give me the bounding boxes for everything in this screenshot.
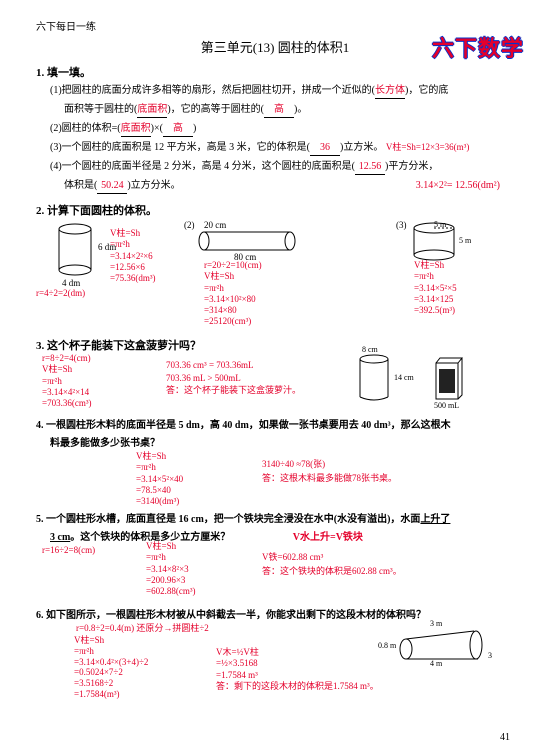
lbl2: (2) [184, 220, 195, 232]
ans2-1a: r=4÷2=2(dm) [36, 288, 85, 300]
q1-4: (4)一个圆柱的底面半径是 2 分米，高是 4 分米，这个圆柱的底面积是(12.… [36, 159, 514, 175]
title: 第三单元(13) 圆柱的体积1 [201, 40, 349, 55]
wood-r2: 3 [488, 651, 492, 661]
ans4b: 3140÷40 ≈78(张)答：这根木料最多能做78张书桌。 [262, 457, 397, 486]
section-4-heading2: 料最多能做多少张书桌？ [36, 436, 514, 451]
q1-1b: 面积等于圆柱的(底面积)，它的高等于圆柱的(高)。 [36, 102, 514, 118]
diagram-cyl2 [196, 230, 296, 252]
ans3a: r=8÷2=4(cm)V柱=Sh=πr²h=3.14×4²×14=703.36(… [42, 353, 92, 409]
ans6-r: r=0.8÷2=0.4(m) 还原分→拼圆柱÷2 [76, 623, 209, 635]
q1-1: (1)把圆柱的底面分成许多相等的扇形，然后把圆柱切开，拼成一个近似的(长方体)，… [36, 83, 514, 99]
ans5b: V铁=602.88 cm³答：这个铁块的体积是602.88 cm³。 [262, 551, 402, 578]
cyl3-a: 5 m [434, 220, 446, 230]
section-4-heading: 4. 一根圆柱形木料的底面半径是 5 dm，高 40 dm，如果做一张书桌要用去… [36, 418, 514, 433]
ans5a: V柱=Sh=πr²h=3.14×8²×3=200.96×3=602.88(cm³… [146, 541, 196, 597]
section-2-heading: 2. 计算下面圆柱的体积。 [36, 202, 514, 218]
ans3b: 703.36 cm³ = 703.36mL703.36 mL > 500mL答：… [166, 359, 301, 397]
ans6b: V木=½V柱=½×3.5168=1.7584 m³答：剩下的这段木材的体积是1.… [216, 647, 379, 692]
cyl3-b: 5 m [459, 236, 471, 246]
diagram-box [434, 357, 464, 401]
wood-r: 0.8 m [378, 641, 396, 651]
diagram-cup [356, 353, 392, 403]
section-5-heading2: 3 cm。这个铁块的体积是多少立方厘米？ V水上升=V铁块 [36, 530, 514, 545]
q1-4b: 体积是(50.24)立方分米。 3.14×2²= 12.56(dm²) [36, 178, 514, 194]
ans2-2: r=20÷2=10(cm)V柱=Sh=πr²h=3.14×10²×80=314×… [204, 260, 262, 328]
box-ml: 500 mL [434, 401, 459, 411]
page-number: 41 [500, 732, 510, 743]
lbl3: (3) [396, 220, 407, 232]
ans4a: V柱=Sh=πr²h=3.14×5²×40=78.5×40=3140(dm³) [136, 451, 183, 507]
ans6a: V柱=Sh=πr²h=3.14×0.4²×(3+4)÷2=0.5024×7÷2=… [74, 635, 148, 700]
section-5-heading: 5. 一个圆柱形水槽，底面直径是 16 cm，把一个铁块完全浸没在水中(水没有溢… [36, 512, 514, 527]
wood-b: 4 m [430, 659, 442, 669]
diagram-cyl1 [54, 222, 96, 280]
title-badge: 六下数学 [432, 31, 524, 63]
ans2-1: V柱=Sh=πr²h=3.14×2²×6=12.56×6=75.36(dm³) [110, 228, 156, 284]
q1-3: (3)一个圆柱的底面积是 12 平方米，高是 3 米，它的体积是(36)立方米。… [36, 140, 514, 156]
ans5-r: r=16÷2=8(cm) [42, 545, 95, 557]
section-6-heading: 6. 如下图所示，一根圆柱形木材被从中斜截去一半，你能求出剩下的这段木材的体积吗… [36, 608, 514, 623]
q1-2: (2)圆柱的体积=(底面积)×(高) [36, 121, 514, 137]
cup-d: 8 cm [362, 345, 378, 355]
cup-h: 14 cm [394, 373, 414, 383]
section-3-heading: 3. 这个杯子能装下这盒菠萝汁吗？ [36, 337, 514, 353]
diagram-wood [396, 625, 486, 661]
ans2-3: V柱=Sh=πr²h=3.14×5²×5=3.14×125=392.5(m³) [414, 260, 457, 316]
section-1-heading: 1. 填一填。 [36, 64, 514, 80]
wood-t: 3 m [430, 619, 442, 629]
